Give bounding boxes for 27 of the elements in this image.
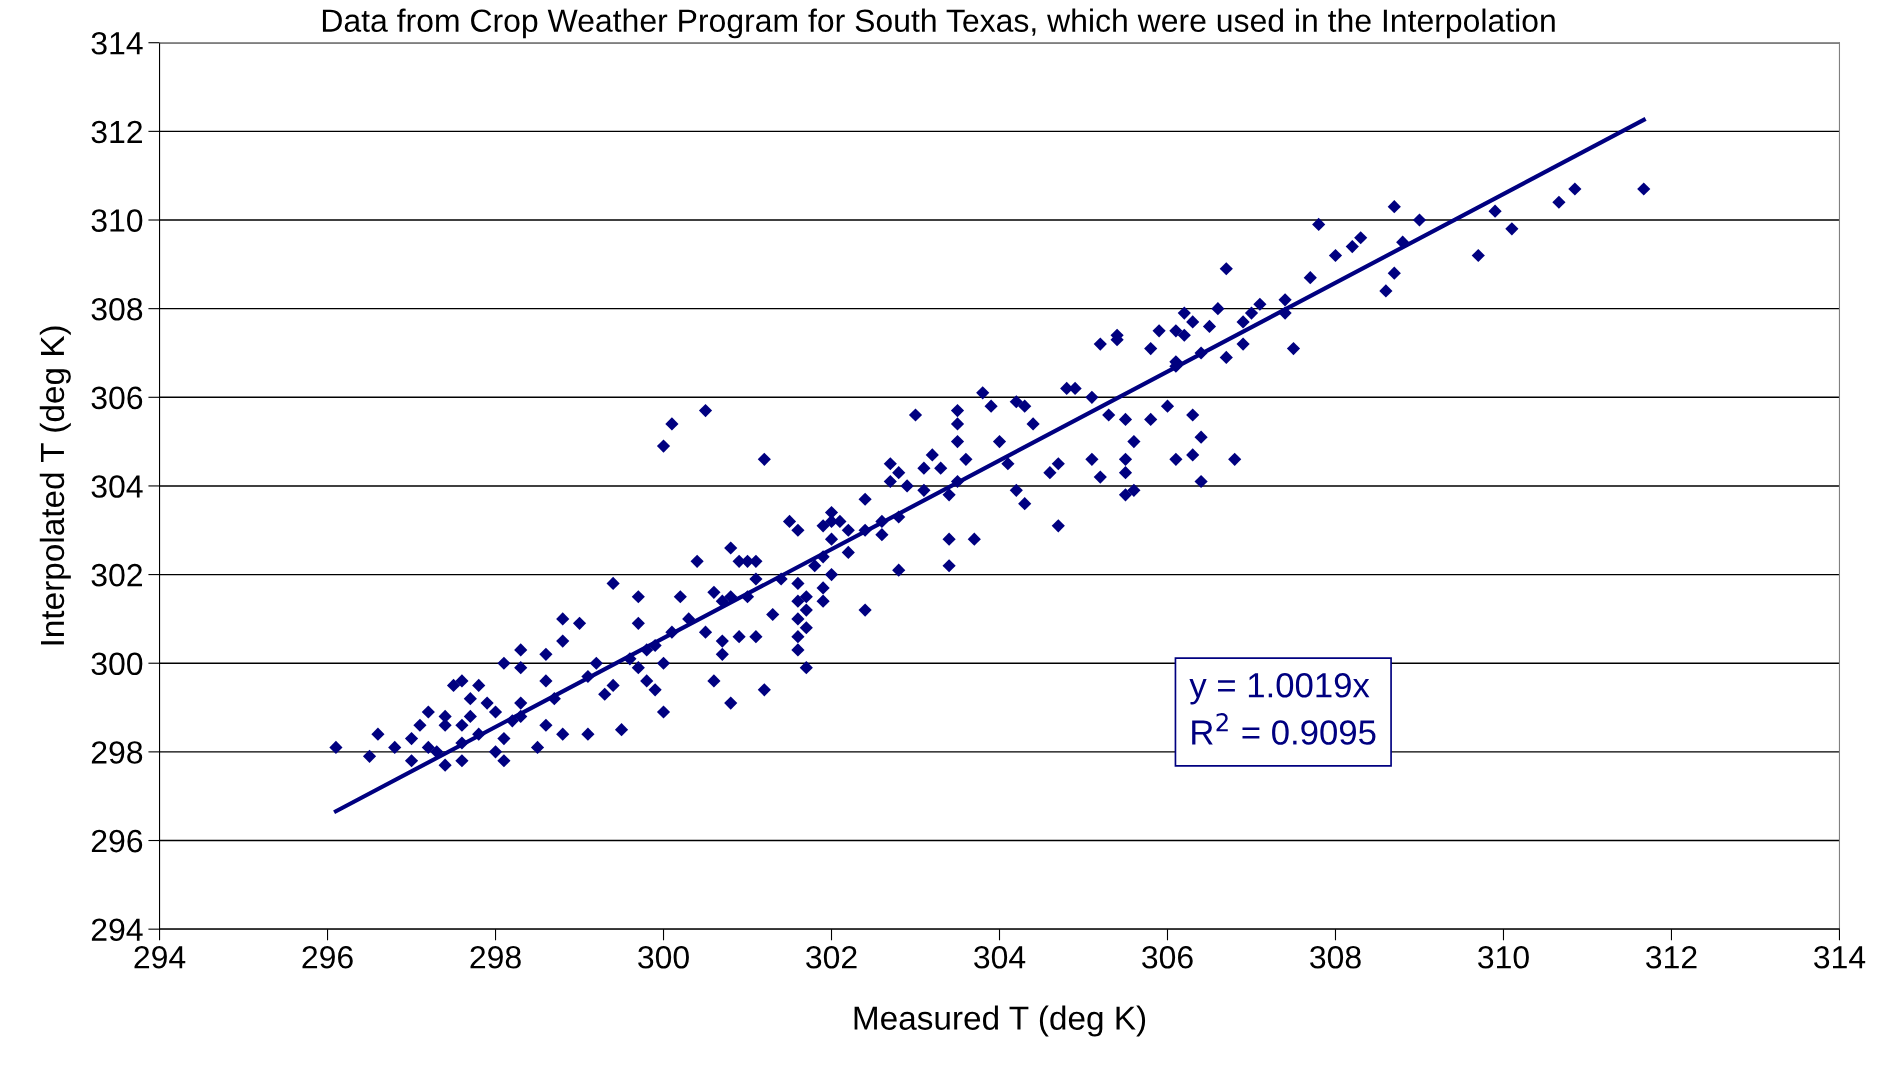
x-tick-label: 298 (470, 945, 521, 969)
x-tick-label: 312 (1646, 945, 1697, 969)
y-tick-label: 306 (91, 386, 143, 410)
x-tick-label: 302 (806, 945, 857, 969)
y-tick-label: 314 (91, 31, 143, 55)
x-tick-label: 310 (1478, 945, 1529, 969)
chart-title: Data from Crop Weather Program for South Texas, which were used in the Interpolation (322, 8, 1555, 39)
y-tick-label: 294 (91, 918, 143, 942)
y-tick-label: 304 (91, 475, 143, 498)
y-axis-title: Interpolated T (deg K) (39, 326, 71, 645)
y-tick-label: 310 (91, 209, 143, 232)
annotation: R$^{2}$ = 0.9095 (1192, 713, 1376, 745)
x-tick-label: 304 (974, 945, 1026, 969)
x-tick-label: 296 (302, 945, 353, 969)
x-tick-label: 314 (1814, 945, 1866, 969)
y-tick-label: 308 (91, 297, 143, 321)
y-tick-label: 312 (91, 120, 142, 144)
x-tick-label: 294 (134, 945, 186, 969)
x-axis-title: Measured T (deg K) (854, 1005, 1146, 1037)
x-tick-label: 308 (1310, 945, 1361, 969)
x-tick-label: 300 (638, 945, 689, 969)
y-tick-label: 302 (91, 563, 142, 587)
y-tick-label: 296 (91, 829, 143, 853)
y-tick-label: 298 (91, 741, 143, 764)
annotation: y = 1.0019x (1189, 673, 1370, 705)
y-tick-label: 300 (91, 652, 143, 676)
x-tick-label: 306 (1142, 945, 1193, 969)
